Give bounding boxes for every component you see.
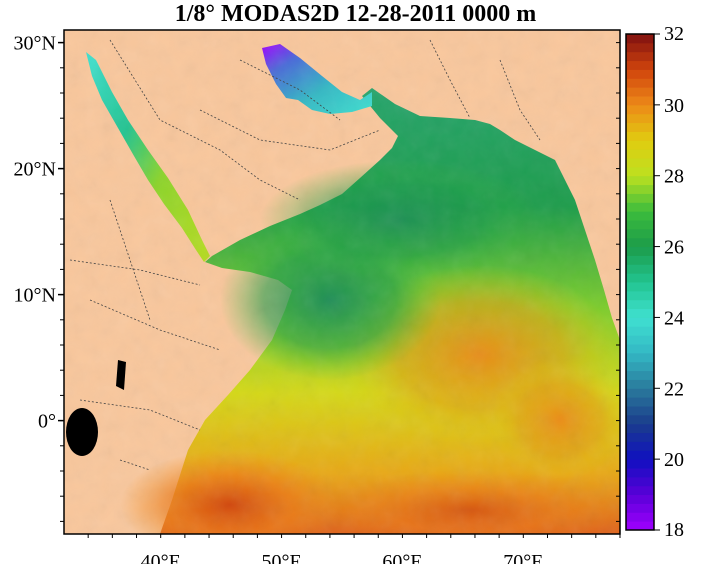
colorbar-band <box>626 78 654 88</box>
colorbar-band <box>626 406 654 416</box>
longitude-label: 40°E <box>141 551 181 564</box>
colorbar-band <box>626 388 654 398</box>
colorbar-band <box>626 299 654 310</box>
colorbar-band <box>626 211 654 221</box>
colorbar-tick-label: 28 <box>664 166 684 188</box>
colorbar-band <box>626 237 654 248</box>
colorbar-tick-label: 24 <box>664 307 684 329</box>
colorbar-band <box>626 131 654 141</box>
colorbar-band <box>626 512 654 522</box>
colorbar-tick-label: 22 <box>664 378 684 400</box>
colorbar-tick-label: 32 <box>664 23 684 45</box>
colorbar-band <box>626 246 654 256</box>
colorbar-band <box>626 414 654 425</box>
colorbar-band <box>626 361 654 372</box>
colorbar-band <box>626 273 654 283</box>
colorbar-band <box>626 113 654 124</box>
lake-turkana <box>116 360 126 390</box>
colorbar-band <box>626 485 654 496</box>
colorbar-band <box>626 468 654 478</box>
colorbar-band <box>626 69 654 79</box>
colorbar-band <box>626 96 654 106</box>
colorbar-band <box>626 193 654 203</box>
colorbar-band <box>626 34 654 44</box>
colorbar-band <box>626 379 654 389</box>
colorbar-band <box>626 503 654 513</box>
colorbar-band <box>626 290 654 301</box>
colorbar-band <box>626 432 654 442</box>
colorbar-band <box>626 317 654 327</box>
colorbar-band <box>626 140 654 150</box>
latitude-label: 0° <box>38 411 56 433</box>
sst-texture <box>64 30 620 534</box>
colorbar-band <box>626 450 654 460</box>
colorbar-band <box>626 166 654 177</box>
colorbar-tick-label: 20 <box>664 449 684 471</box>
colorbar-band <box>626 370 654 380</box>
colorbar-band <box>626 264 654 274</box>
colorbar-frame <box>625 33 655 531</box>
colorbar-band <box>626 521 654 531</box>
colorbar-band <box>626 459 654 469</box>
colorbar-band <box>626 175 654 186</box>
colorbar-band <box>626 228 654 239</box>
colorbar-tick-label: 26 <box>664 237 684 259</box>
colorbar-band <box>626 476 654 487</box>
colorbar-band <box>626 423 654 434</box>
longitude-label: 60°E <box>382 551 422 564</box>
colorbar-band <box>626 104 654 115</box>
colorbar-band <box>626 441 654 451</box>
colorbar-band <box>626 308 654 318</box>
colorbar-band <box>626 494 654 504</box>
colorbar-tick-label: 30 <box>664 95 684 117</box>
colorbar-band <box>626 87 654 97</box>
colorbar-band <box>626 149 654 159</box>
country-borders <box>69 39 541 471</box>
colorbar-band <box>626 397 654 407</box>
lake-victoria <box>66 408 98 456</box>
map-frame <box>63 29 621 535</box>
colorbar-band <box>626 335 654 345</box>
latitude-label: 10°N <box>14 285 56 307</box>
colorbar-band <box>626 344 654 354</box>
latitude-label: 30°N <box>14 33 56 55</box>
colorbar-band <box>626 202 654 212</box>
colorbar-band <box>626 42 654 53</box>
colorbar-band <box>626 122 654 132</box>
colorbar-band <box>626 158 654 168</box>
colorbar-band <box>626 282 654 292</box>
colorbar-band <box>626 51 654 62</box>
frame-ticks <box>60 42 621 538</box>
colorbar-tick-label: 18 <box>664 519 684 541</box>
longitude-label: 50°E <box>261 551 301 564</box>
colorbar-band <box>626 352 654 363</box>
longitude-label: 70°E <box>503 551 543 564</box>
map-title: 1/8° MODAS2D 12-28-2011 0000 m <box>174 1 537 27</box>
latitude-label: 20°N <box>14 159 56 181</box>
colorbar-band <box>626 220 654 230</box>
colorbar-band <box>626 184 654 194</box>
colorbar: 32 30 28 26 24 22 20 18 <box>625 23 684 541</box>
colorbar-band <box>626 60 654 70</box>
colorbar-band <box>626 326 654 336</box>
colorbar-band <box>626 255 654 265</box>
